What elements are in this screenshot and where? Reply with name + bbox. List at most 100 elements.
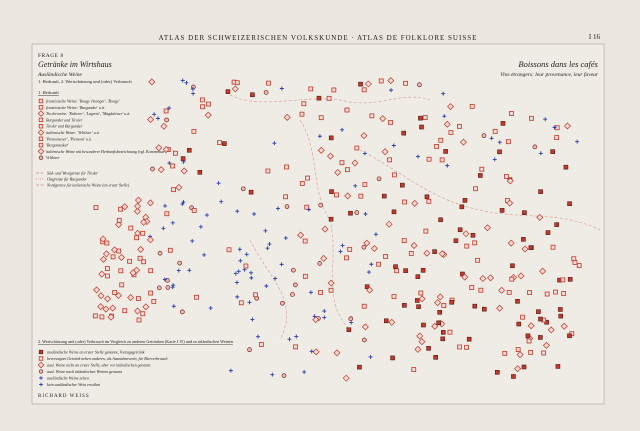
symbol-square (194, 294, 199, 300)
legend-item: bevorzugtes Getränk neben anderen, als A… (47, 356, 168, 362)
symbol-diamond (37, 129, 45, 136)
symbol-square (99, 314, 105, 320)
symbol-cross (235, 209, 240, 214)
symbol-square (38, 117, 44, 123)
symbol-cross (247, 300, 252, 305)
symbol-cross (340, 127, 345, 132)
symbol-cross (308, 290, 313, 295)
symbol-diamond (99, 235, 107, 243)
symbol-square (391, 294, 397, 299)
symbol-cross (279, 262, 284, 267)
legend-item: kein ausländischer Wein erwähnt (47, 382, 101, 387)
symbol-square (394, 268, 400, 274)
symbol-square-dark (186, 147, 192, 153)
symbol-square (301, 101, 307, 107)
symbol-square-dark (538, 335, 543, 340)
symbol-circle (150, 166, 155, 172)
symbol-cross (497, 140, 502, 145)
symbol-diamond (496, 304, 504, 312)
symbol-square (388, 120, 393, 125)
symbol-square-dark (424, 194, 430, 200)
symbol-square-dark (180, 156, 186, 161)
symbol-square (299, 111, 305, 117)
symbol-cross (275, 206, 280, 211)
symbol-cross (349, 320, 354, 325)
symbol-square (118, 206, 123, 212)
symbol-square (479, 166, 485, 172)
symbol-square-dark (550, 149, 556, 154)
symbol-square (163, 108, 169, 114)
symbol-square-dark (538, 316, 543, 322)
symbol-diamond (436, 293, 444, 301)
symbol-square (318, 115, 324, 121)
symbol-square (140, 311, 146, 317)
legend-item: französische Weine: 'Burgunder' u.ä. (46, 105, 105, 110)
symbol-square (344, 255, 349, 261)
symbol-diamond (231, 85, 239, 93)
symbol-diamond (370, 244, 378, 252)
symbol-cross (237, 247, 242, 252)
symbol-cross (272, 141, 277, 146)
symbol-square (439, 157, 445, 163)
symbol-square (104, 240, 110, 246)
symbol-square-dark (545, 230, 551, 235)
symbol-square (266, 80, 271, 86)
symbol-diamond (127, 293, 135, 301)
symbol-square (326, 95, 332, 101)
symbol-cross (190, 238, 195, 243)
symbol-cross (39, 382, 43, 387)
symbol-square (191, 208, 197, 213)
symbol-square (137, 255, 143, 261)
symbol-square-dark (329, 189, 334, 194)
symbol-diamond (37, 148, 45, 155)
symbol-diamond (115, 221, 123, 229)
symbol-square (128, 225, 134, 231)
symbol-square-dark (348, 210, 353, 216)
symbol-square (293, 344, 299, 350)
symbol-cross (369, 262, 374, 267)
symbol-cross (155, 116, 160, 121)
symbol-diamond (506, 199, 514, 207)
symbol-diamond (379, 115, 387, 123)
symbol-cross (256, 334, 261, 339)
symbol-diamond (438, 250, 446, 258)
symbol-diamond (140, 218, 148, 226)
legend-item: Tiroler und Burgunder (46, 124, 83, 129)
symbol-square (167, 247, 173, 253)
symbol-cross (441, 91, 446, 96)
symbol-cross (249, 270, 254, 275)
symbol-diamond (321, 225, 329, 233)
symbol-square (172, 150, 178, 156)
symbol-square-dark (525, 333, 531, 339)
symbol-circle (292, 282, 298, 288)
symbol-square-dark (426, 346, 431, 351)
symbol-diamond (361, 323, 369, 331)
symbol-square (369, 113, 375, 119)
symbol-square (171, 187, 176, 193)
symbol-square-dark (197, 169, 203, 175)
symbol-square-dark (436, 320, 442, 326)
symbol-diamond (333, 349, 341, 357)
symbol-square (423, 228, 429, 234)
symbol-square (403, 80, 408, 86)
symbol-square (469, 103, 475, 109)
symbol-square-dark (567, 201, 572, 207)
symbol-cross (163, 203, 168, 208)
symbol-diamond (498, 286, 506, 294)
symbol-square-dark (499, 208, 505, 213)
symbol-square-dark (440, 330, 446, 335)
symbol-cross (198, 224, 203, 229)
symbol-square (426, 198, 432, 204)
symbol-cross (170, 220, 175, 225)
symbol-circle (317, 260, 323, 266)
symbol-diamond (93, 286, 101, 294)
symbol-cross (353, 183, 358, 188)
symbol-square (505, 139, 511, 145)
symbol-square-dark (391, 209, 397, 215)
symbol-square (238, 300, 244, 306)
symbol-square (464, 344, 470, 350)
symbol-square (361, 303, 367, 309)
symbol-cross (187, 268, 192, 273)
symbol-square-dark (433, 355, 439, 360)
symbol-circle (247, 347, 252, 353)
